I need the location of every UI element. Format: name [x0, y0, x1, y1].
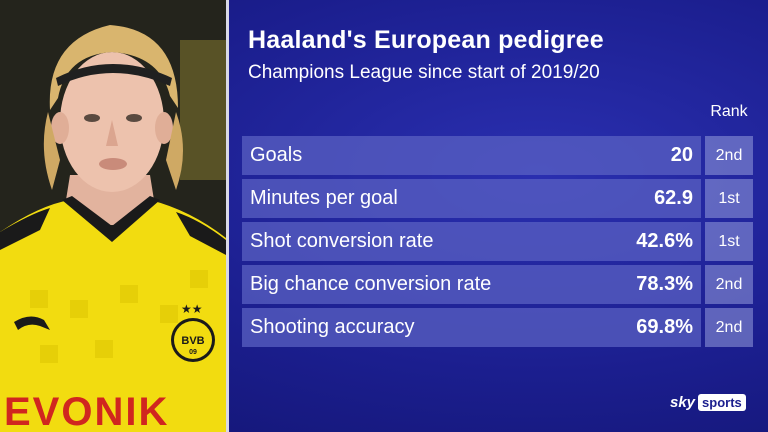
stat-bar: Goals 20	[242, 136, 701, 175]
stat-label: Goals	[250, 144, 303, 166]
stat-bar: Minutes per goal 62.9	[242, 179, 701, 218]
stat-value: 69.8%	[636, 316, 693, 338]
stat-value: 78.3%	[636, 273, 693, 295]
brand-sports-text: sports	[698, 393, 746, 411]
rank-column-header: Rank	[710, 103, 748, 120]
stat-bar: Big chance conversion rate 78.3%	[242, 265, 701, 304]
stat-row-minutes-per-goal: Minutes per goal 62.9 1st	[242, 179, 753, 218]
stat-value: 62.9	[654, 187, 693, 209]
photo-divider	[226, 0, 229, 432]
stat-row-shot-conversion: Shot conversion rate 42.6% 1st	[242, 222, 753, 261]
svg-text:EVONIK: EVONIK	[4, 390, 169, 432]
brand-sky-text: sky	[670, 393, 696, 411]
player-photo-illustration: BVB 09 ★★ EVONIK	[0, 0, 226, 432]
svg-text:BVB: BVB	[181, 335, 204, 347]
svg-text:★★: ★★	[181, 302, 203, 316]
stat-rank: 1st	[705, 222, 753, 261]
stat-row-shooting-accuracy: Shooting accuracy 69.8% 2nd	[242, 308, 753, 347]
stat-rank: 2nd	[705, 136, 753, 175]
stat-label: Big chance conversion rate	[250, 273, 492, 295]
stat-value: 20	[670, 144, 693, 166]
stat-label: Shot conversion rate	[250, 230, 434, 252]
graphic-title: Haaland's European pedigree	[248, 26, 604, 54]
stat-label: Shooting accuracy	[250, 316, 415, 338]
stats-table: Goals 20 2nd Minutes per goal 62.9 1st S…	[242, 136, 753, 351]
stat-row-big-chance-conversion: Big chance conversion rate 78.3% 2nd	[242, 265, 753, 304]
stat-bar: Shot conversion rate 42.6%	[242, 222, 701, 261]
stat-row-goals: Goals 20 2nd	[242, 136, 753, 175]
sky-sports-logo: sky sports	[670, 392, 746, 412]
svg-text:09: 09	[189, 349, 197, 356]
stat-value: 42.6%	[636, 230, 693, 252]
stat-rank: 2nd	[705, 265, 753, 304]
stat-rank: 2nd	[705, 308, 753, 347]
graphic-subtitle: Champions League since start of 2019/20	[248, 62, 600, 83]
stat-label: Minutes per goal	[250, 187, 398, 209]
player-photo: BVB 09 ★★ EVONIK	[0, 0, 226, 432]
stat-bar: Shooting accuracy 69.8%	[242, 308, 701, 347]
stat-rank: 1st	[705, 179, 753, 218]
